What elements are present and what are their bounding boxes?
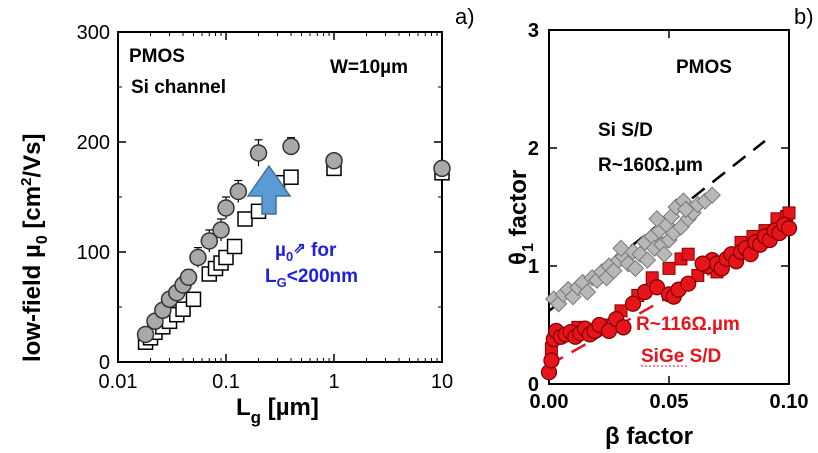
y-tick-label: 2: [528, 138, 539, 160]
gray-circle-point: [179, 268, 198, 287]
mobility-increase-arrow-icon: [246, 164, 292, 215]
y-tick-label: 300: [77, 22, 110, 44]
si-resistance-label: R~160Ω.µm: [598, 155, 703, 176]
open-square-point: [237, 211, 253, 227]
y-tick-label: 0: [528, 374, 539, 396]
gray-circle-point: [249, 144, 268, 162]
y-tick-label: 0: [99, 352, 110, 374]
gray-circle-point: [212, 221, 230, 239]
gray-diamond-point: [626, 259, 645, 278]
open-square-point: [185, 291, 202, 308]
red-circle-point: [543, 352, 560, 369]
gray-diamond-point: [655, 245, 673, 263]
gray-diamond-point: [677, 200, 695, 219]
gray-diamond-point: [638, 251, 657, 269]
gray-circle-point: [229, 182, 248, 201]
panel-a-label: a): [455, 4, 475, 29]
panel-b-title: PMOS: [676, 57, 732, 78]
red-circle-point: [615, 319, 632, 336]
panel-b-marks: [540, 186, 798, 381]
x-tick-label: 0.10: [770, 391, 809, 413]
y-tick-label: 100: [77, 242, 110, 264]
panel-a-title: PMOS: [129, 46, 185, 67]
x-tick-label: 0.1: [212, 371, 240, 393]
sige-resistance-label: R~116Ω.µm: [636, 314, 740, 335]
y-tick-label: 3: [528, 20, 539, 42]
blue-note-line2: LG<200nm: [265, 266, 358, 290]
panel-b-x-axis-label: β factor: [605, 423, 693, 450]
y-tick-label: 200: [77, 132, 110, 154]
red-circle-point: [624, 295, 642, 312]
panel-a-subtitle: Si channel: [131, 77, 226, 98]
panel-b-y-axis-label: θ1 factor: [505, 170, 537, 265]
red-circle-point: [648, 279, 666, 296]
panel-a-y-axis-label: low-field µ0 [cm2/Vs]: [18, 134, 51, 362]
red-square-point: [681, 247, 695, 261]
red-circle-point: [694, 255, 711, 272]
red-square-point: [662, 261, 676, 275]
gray-circle-point: [189, 248, 207, 267]
gray-diamond-point: [578, 283, 597, 301]
gray-diamond-point: [648, 210, 666, 228]
x-tick-label: 0.01: [99, 371, 138, 393]
panel-b: 0.00 0.05 0.10 0 1 2 3 PMOS Si S/D R~160Ω.µm R…: [505, 4, 814, 450]
blue-note-line1: µ0⇗ for: [275, 240, 337, 264]
x-tick-label: 10: [431, 371, 453, 393]
red-circle-point: [780, 220, 798, 237]
gray-circle-point: [433, 159, 451, 178]
small-up-arrow-icon: ⇗: [293, 240, 306, 257]
gray-circle-point: [325, 151, 343, 170]
panel-b-label: b): [794, 4, 814, 29]
x-tick-label: 0.05: [650, 391, 689, 413]
gray-circle-point: [136, 325, 155, 344]
panel-a-marks: [136, 137, 451, 350]
x-tick-label: 0.00: [530, 391, 569, 413]
y-tick-label: 1: [528, 256, 539, 278]
x-tick-label: 1: [328, 371, 339, 393]
gray-diamond-point: [612, 239, 630, 258]
panel-a-width-label: W=10µm: [330, 57, 408, 78]
panel-a-x-axis-label: Lg [µm]: [236, 394, 319, 427]
red-circle-point: [680, 275, 697, 292]
open-square-point: [226, 238, 243, 255]
gray-circle-point: [282, 137, 300, 156]
gray-diamond-point: [703, 186, 721, 204]
sige-sd-label: SiGe S/D: [641, 346, 721, 367]
gray-circle-point: [217, 199, 235, 217]
si-sd-label: Si S/D: [598, 120, 653, 141]
open-square-point: [283, 169, 299, 185]
panel-b-ticks: 0.00 0.05 0.10 0 1 2 3: [528, 20, 809, 413]
gray-circle-point: [200, 232, 219, 250]
